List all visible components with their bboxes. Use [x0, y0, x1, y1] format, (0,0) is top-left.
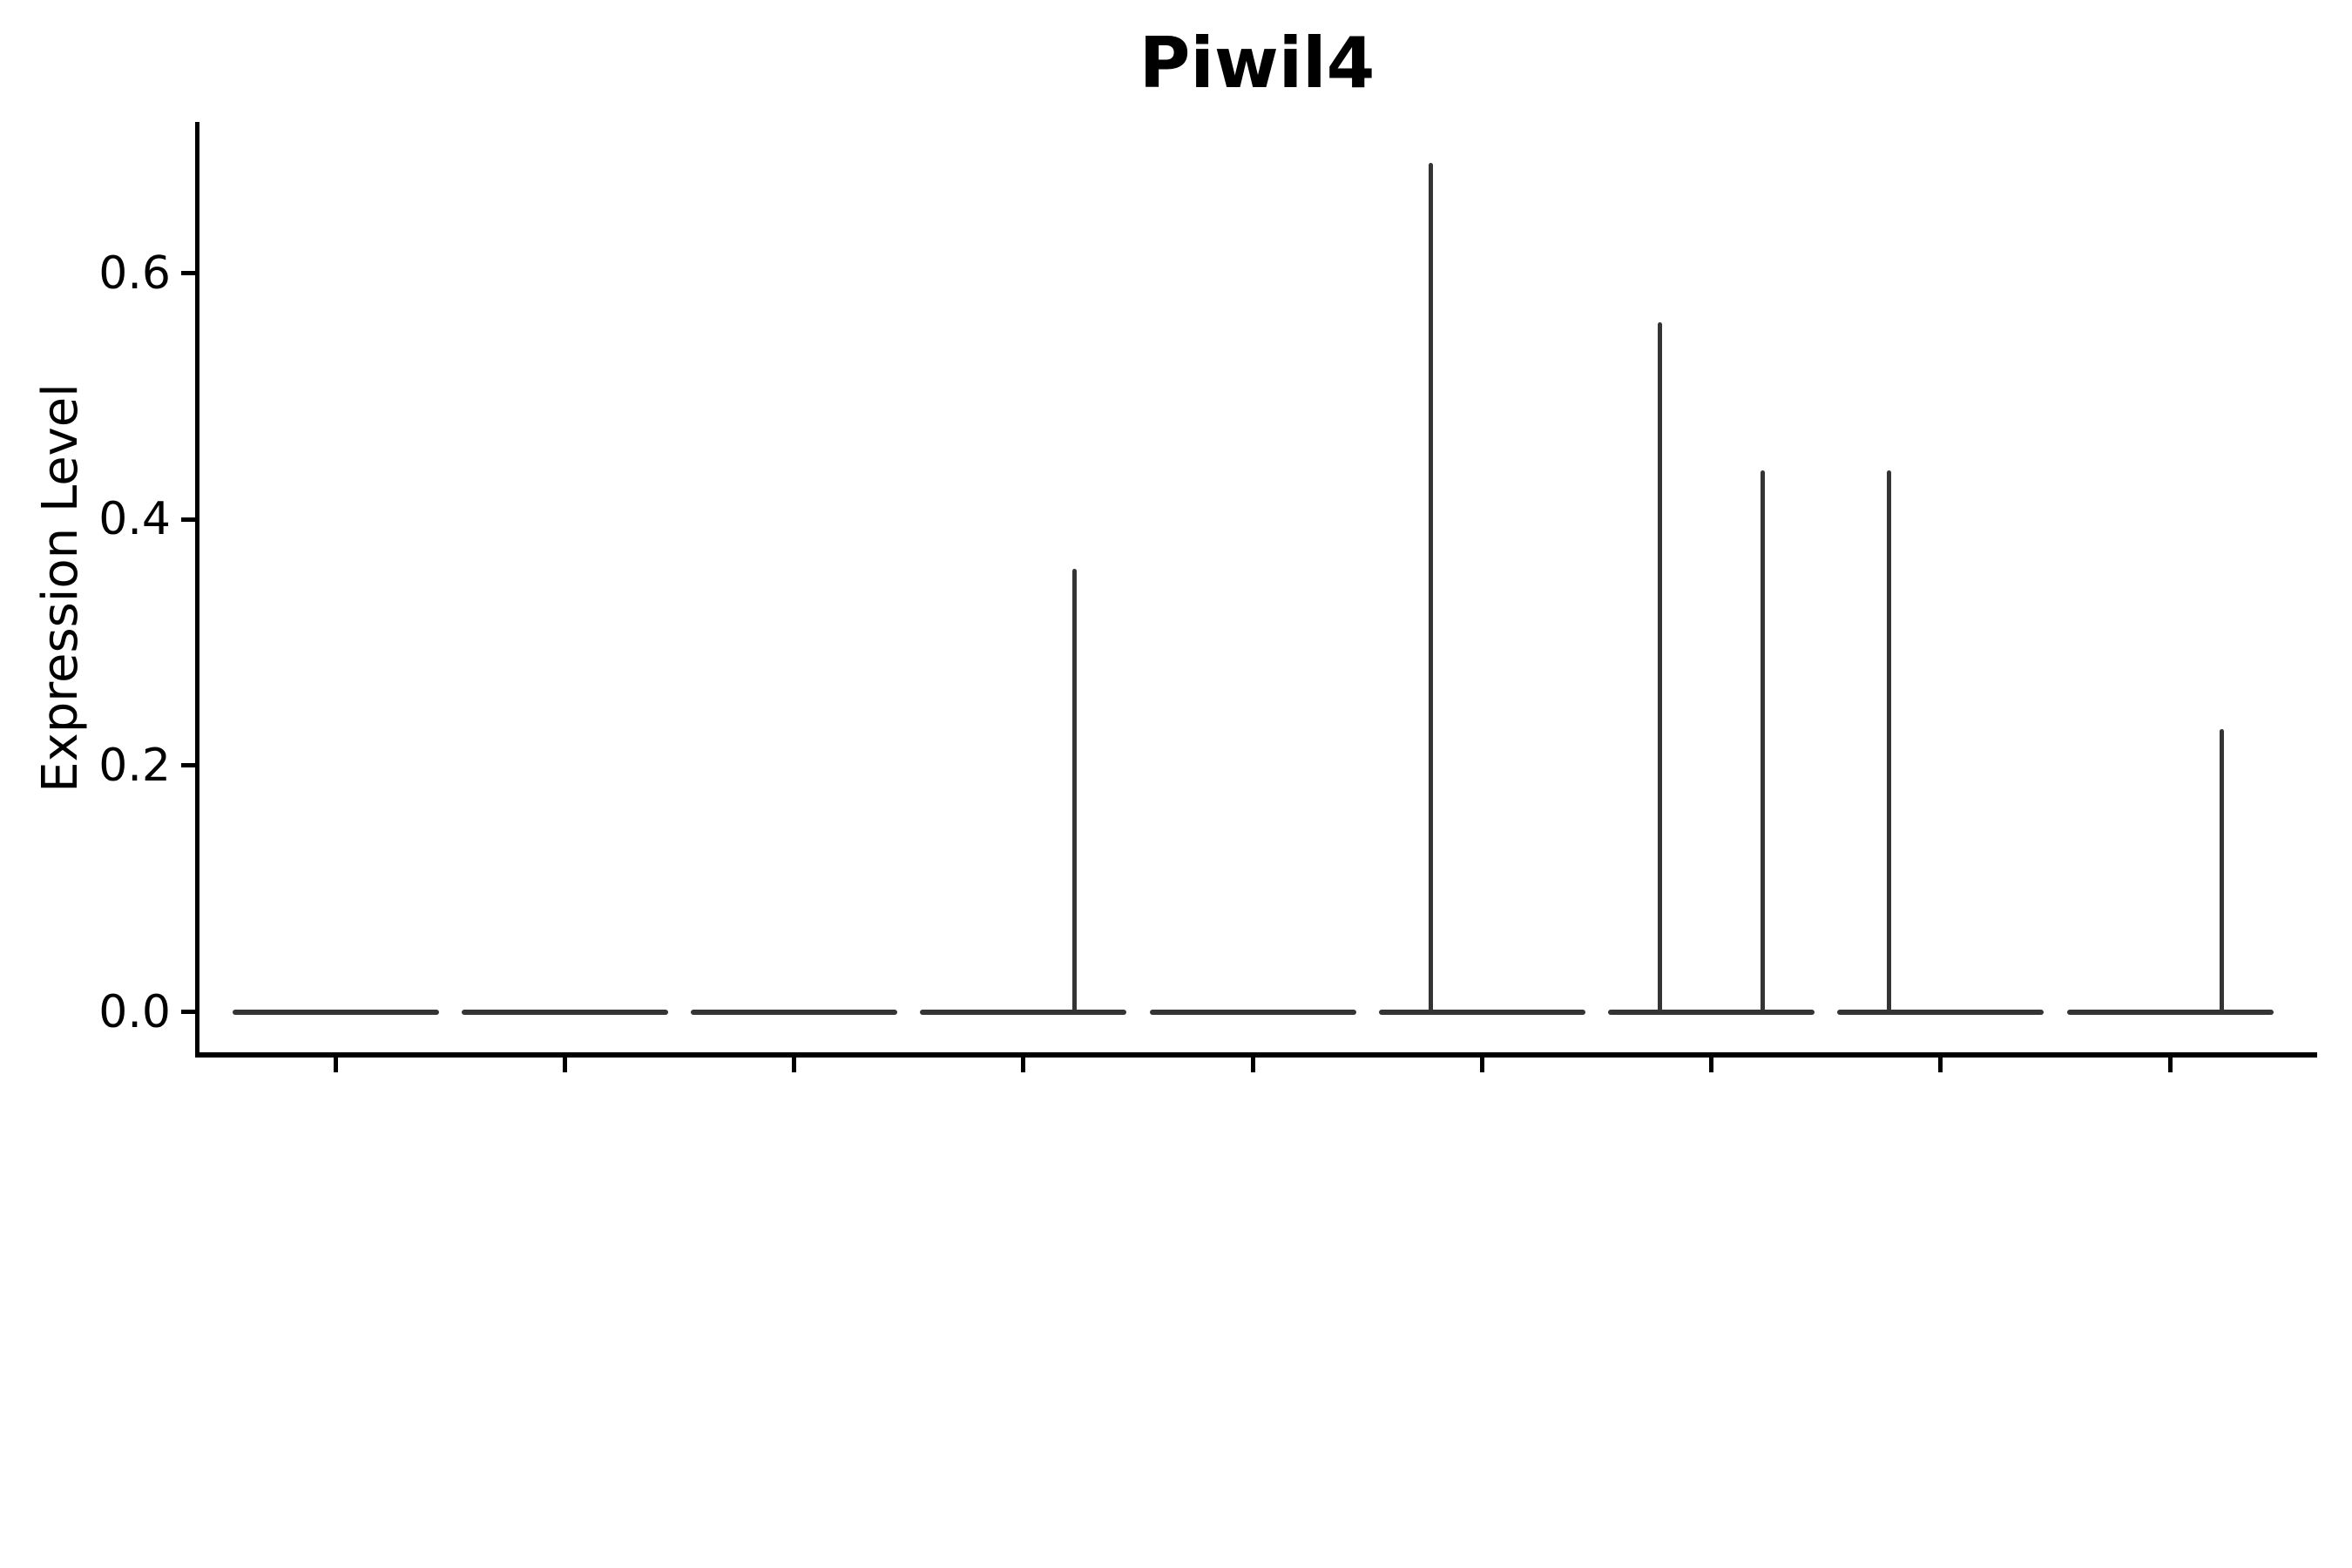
x-axis-spine [195, 1052, 2317, 1058]
y-tick [181, 517, 196, 522]
plot-title: Piwil4 [1139, 23, 1375, 104]
y-tick-label: 0.4 [98, 493, 171, 546]
x-tick [2167, 1058, 2173, 1072]
violin-spike [1428, 162, 1433, 1015]
y-tick-label: 0.6 [98, 247, 171, 300]
violin-spike [1887, 470, 1892, 1015]
x-tick [792, 1058, 796, 1072]
x-tick [1938, 1058, 1943, 1072]
violin-baseline [1837, 1009, 2044, 1015]
y-axis-spine [195, 122, 199, 1058]
y-tick [181, 271, 196, 276]
violin-baseline [461, 1009, 668, 1015]
violin-spike [1072, 568, 1078, 1015]
x-tick [1709, 1058, 1713, 1072]
violin-spike [1761, 470, 1765, 1015]
y-tick-label: 0.2 [98, 739, 171, 792]
violin-baseline [691, 1009, 897, 1015]
violin-spike [2219, 728, 2224, 1015]
x-tick [1021, 1058, 1026, 1072]
y-tick-label: 0.0 [98, 985, 171, 1038]
y-axis-label: Expression Level [32, 383, 89, 793]
violin-baseline [2066, 1009, 2274, 1015]
violin-baseline [232, 1009, 439, 1015]
y-tick [181, 763, 196, 768]
x-tick [1479, 1058, 1484, 1072]
y-tick [181, 1010, 196, 1014]
violin-spike [1658, 322, 1662, 1015]
violin-baseline [920, 1009, 1127, 1015]
violin-baseline [1149, 1009, 1356, 1015]
x-tick [1250, 1058, 1255, 1072]
violin-baseline [1378, 1009, 1585, 1015]
x-tick [333, 1058, 338, 1072]
violin-baseline [1608, 1009, 1815, 1015]
x-tick [562, 1058, 567, 1072]
